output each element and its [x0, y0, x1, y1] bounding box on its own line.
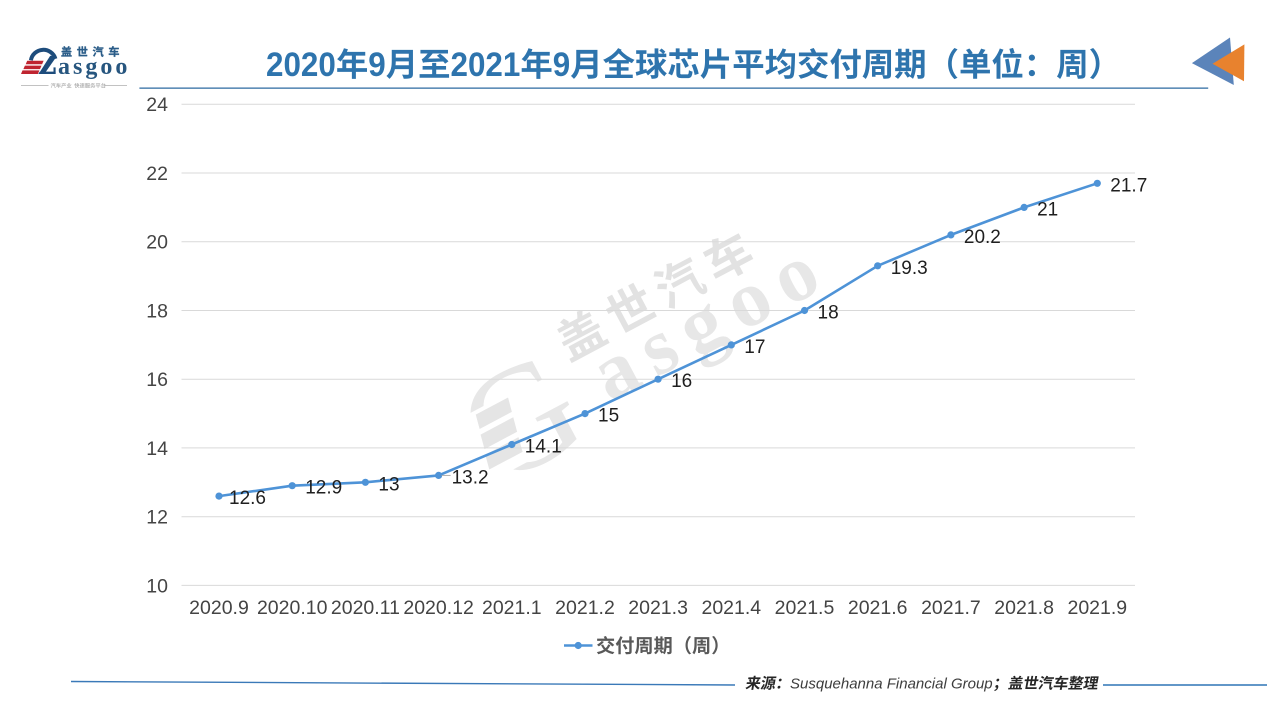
svg-text:15: 15	[598, 406, 619, 427]
svg-text:2021.6: 2021.6	[848, 597, 908, 619]
svg-text:20.2: 20.2	[964, 227, 1001, 248]
svg-text:14.1: 14.1	[525, 437, 562, 458]
svg-text:Susquehanna Financial Group: Susquehanna Financial Group	[790, 676, 993, 693]
svg-text:12.6: 12.6	[229, 488, 266, 509]
svg-text:12.9: 12.9	[305, 478, 342, 499]
svg-text:2021.9: 2021.9	[1067, 597, 1127, 619]
svg-text:2020.11: 2020.11	[331, 597, 400, 619]
svg-text:2021.4: 2021.4	[701, 597, 761, 619]
svg-text:24: 24	[146, 94, 168, 116]
svg-text:16: 16	[146, 369, 168, 391]
svg-text:2020: 2020	[266, 45, 336, 84]
svg-text:17: 17	[744, 337, 765, 358]
svg-text:2021: 2021	[451, 45, 521, 84]
svg-text:2021.5: 2021.5	[775, 597, 835, 619]
svg-text:19.3: 19.3	[891, 258, 928, 279]
svg-text:13: 13	[378, 474, 399, 495]
svg-text:2020.12: 2020.12	[403, 597, 474, 619]
svg-text:21.7: 21.7	[1110, 175, 1147, 196]
svg-text:12: 12	[146, 507, 168, 529]
svg-text:9: 9	[553, 45, 570, 84]
svg-text:9: 9	[368, 45, 385, 84]
svg-text:20: 20	[146, 232, 168, 254]
svg-text:16: 16	[671, 371, 692, 392]
svg-text:22: 22	[146, 163, 168, 185]
svg-text:10: 10	[146, 575, 168, 597]
svg-text:2021.3: 2021.3	[628, 597, 688, 619]
svg-text:13.2: 13.2	[452, 467, 489, 488]
svg-text:2021.2: 2021.2	[555, 597, 615, 619]
svg-text:2021.7: 2021.7	[921, 597, 981, 619]
svg-text:18: 18	[146, 300, 168, 322]
svg-text:18: 18	[818, 303, 839, 324]
svg-text:2021.8: 2021.8	[994, 597, 1054, 619]
svg-text:14: 14	[146, 438, 168, 460]
svg-text:2021.1: 2021.1	[482, 597, 542, 619]
svg-text:2020.10: 2020.10	[257, 597, 328, 619]
svg-text:21: 21	[1037, 199, 1058, 220]
svg-text:2020.9: 2020.9	[189, 597, 249, 619]
